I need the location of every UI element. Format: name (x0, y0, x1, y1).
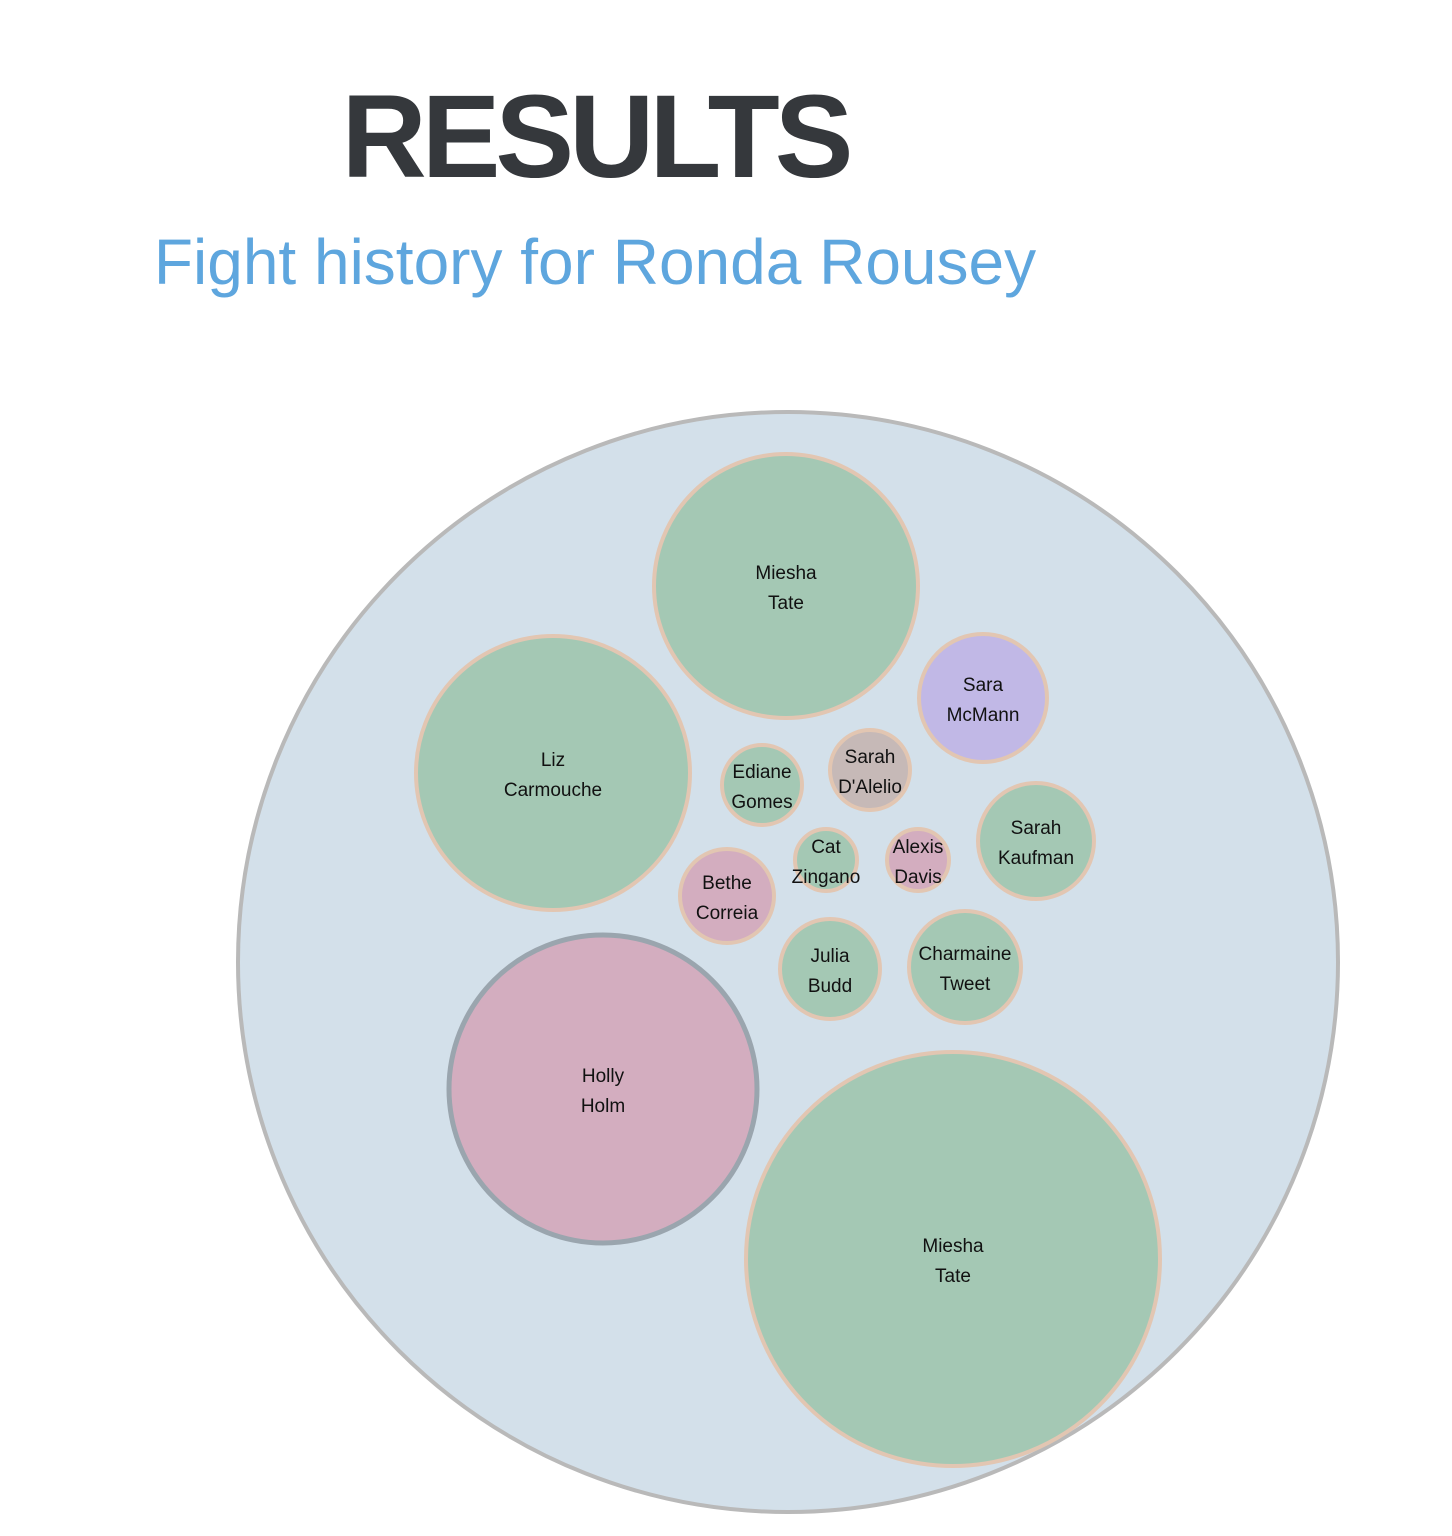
bubble-circle[interactable] (414, 634, 692, 912)
bubble-label-line: Cat (811, 837, 841, 858)
bubble-cat-zingano[interactable]: Cat Zingano (792, 827, 861, 893)
bubble-label: Alexis Davis (893, 837, 944, 888)
bubble-circle[interactable] (652, 452, 920, 720)
bubble-label-line: Sara (963, 675, 1004, 696)
bubble-label-line: Sarah (1011, 818, 1062, 839)
bubble-sarah-kaufman[interactable]: Sarah Kaufman (976, 781, 1096, 901)
bubble-label-line: Alexis (893, 837, 944, 858)
bubble-sarah-d-alelio[interactable]: Sarah D'Alelio (828, 728, 912, 812)
bubble-label: Julia Budd (808, 946, 852, 997)
page-subtitle: Fight history for Ronda Rousey (153, 226, 1037, 298)
bubble-sara-mcmann[interactable]: Sara McMann (917, 632, 1049, 764)
bubble-holly-holm[interactable]: Holly Holm (446, 932, 760, 1246)
bubble-circle[interactable] (885, 827, 951, 893)
bubble-label: Sarah D'Alelio (838, 747, 902, 798)
bubble-label: Ediane Gomes (731, 762, 792, 813)
bubble-label-line: Ediane (732, 762, 791, 783)
bubble-label-line: Zingano (792, 867, 861, 888)
bubble-label: Miesha Tate (755, 563, 817, 614)
bubble-label-line: Tate (768, 593, 804, 614)
bubble-label: Bethe Correia (696, 873, 759, 924)
bubble-circle[interactable] (907, 909, 1023, 1025)
bubble-label-line: Gomes (731, 792, 792, 813)
bubble-label: Sara McMann (947, 675, 1020, 726)
bubble-circle[interactable] (744, 1050, 1162, 1468)
bubble-label-line: Davis (894, 867, 942, 888)
bubble-label: Cat Zingano (792, 837, 861, 888)
bubble-label-line: Holm (581, 1096, 625, 1117)
bubble-label-line: Carmouche (504, 780, 602, 801)
bubble-label-line: Julia (810, 946, 850, 967)
bubble-ediane-gomes[interactable]: Ediane Gomes (720, 743, 804, 827)
bubble-label-line: Sarah (845, 747, 896, 768)
bubble-circle[interactable] (778, 917, 882, 1021)
bubble-circle[interactable] (793, 827, 859, 893)
page-title: RESULTS (341, 71, 854, 203)
bubble-circle[interactable] (446, 932, 760, 1246)
bubble-label: Miesha Tate (922, 1236, 984, 1287)
bubble-label-line: Miesha (755, 563, 817, 584)
bubble-label-line: Liz (541, 750, 565, 771)
bubble-label-line: Budd (808, 976, 852, 997)
bubble-circle[interactable] (720, 743, 804, 827)
bubble-julia-budd[interactable]: Julia Budd (778, 917, 882, 1021)
bubble-miesha-tate[interactable]: Miesha Tate (652, 452, 920, 720)
bubble-label-line: Tweet (940, 974, 991, 995)
bubble-label-line: Correia (696, 903, 759, 924)
bubble-label: Sarah Kaufman (998, 818, 1074, 869)
bubble-label: Charmaine Tweet (919, 944, 1012, 995)
bubble-alexis-davis[interactable]: Alexis Davis (885, 827, 951, 893)
bubble-label: Liz Carmouche (504, 750, 602, 801)
bubble-circle[interactable] (917, 632, 1049, 764)
bubble-circle[interactable] (678, 847, 776, 945)
bubble-circle[interactable] (976, 781, 1096, 901)
bubble-label-line: Charmaine (919, 944, 1012, 965)
bubble-label-line: Holly (582, 1066, 625, 1087)
bubble-charmaine-tweet[interactable]: Charmaine Tweet (907, 909, 1023, 1025)
bubble-label-line: McMann (947, 705, 1020, 726)
bubble-label: Holly Holm (581, 1066, 625, 1117)
bubble-liz-carmouche[interactable]: Liz Carmouche (414, 634, 692, 912)
bubble-label-line: Kaufman (998, 848, 1074, 869)
bubble-bethe-correia[interactable]: Bethe Correia (678, 847, 776, 945)
bubble-label-line: Tate (935, 1266, 971, 1287)
bubble-label-line: Bethe (702, 873, 752, 894)
bubble-miesha-tate[interactable]: Miesha Tate (744, 1050, 1162, 1468)
bubble-label-line: Miesha (922, 1236, 984, 1257)
bubble-circle[interactable] (828, 728, 912, 812)
bubble-label-line: D'Alelio (838, 777, 902, 798)
